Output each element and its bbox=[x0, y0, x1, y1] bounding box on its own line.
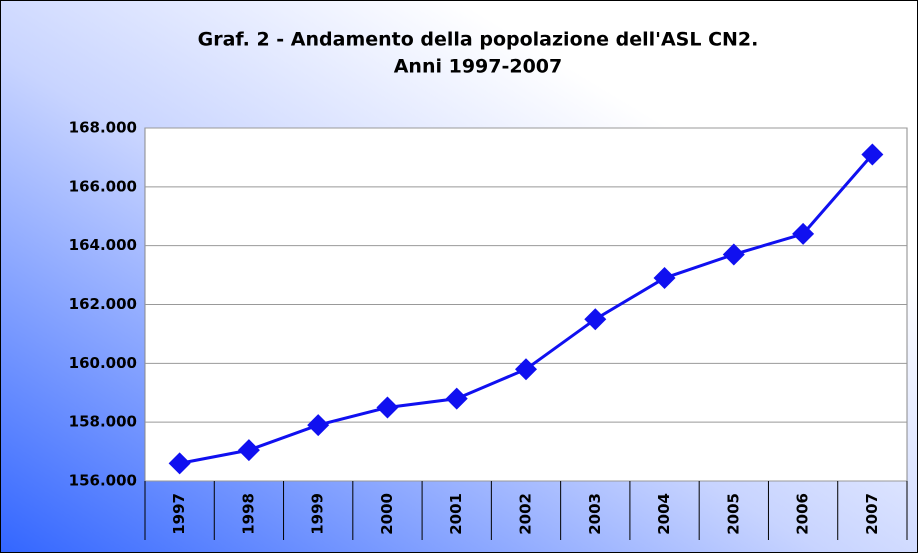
x-tick-label: 2006 bbox=[794, 493, 812, 535]
marker bbox=[653, 267, 676, 290]
x-tick-label: 1999 bbox=[309, 493, 327, 535]
x-tick-label: 1998 bbox=[239, 493, 257, 535]
marker bbox=[584, 308, 607, 331]
x-tick-label: 2001 bbox=[447, 493, 465, 535]
x-tick-label: 2002 bbox=[517, 493, 535, 535]
marker bbox=[445, 387, 468, 410]
y-tick-label: 156.000 bbox=[69, 472, 137, 490]
y-tick-label: 160.000 bbox=[69, 354, 137, 372]
marker bbox=[792, 222, 815, 245]
y-tick-label: 158.000 bbox=[69, 413, 137, 431]
x-tick-label: 1997 bbox=[170, 493, 188, 535]
marker bbox=[168, 452, 191, 475]
x-tick-label: 2000 bbox=[378, 493, 396, 535]
chart-title: Graf. 2 - Andamento della popolazione de… bbox=[198, 29, 759, 51]
y-tick-label: 168.000 bbox=[69, 119, 137, 137]
marker bbox=[515, 358, 537, 381]
marker bbox=[861, 143, 884, 166]
marker bbox=[722, 243, 745, 266]
x-tick-label: 2007 bbox=[863, 493, 881, 535]
y-tick-label: 164.000 bbox=[69, 236, 137, 254]
marker bbox=[376, 396, 399, 419]
y-tick-label: 166.000 bbox=[69, 177, 137, 195]
marker bbox=[307, 414, 330, 437]
x-tick-label: 2005 bbox=[724, 493, 742, 535]
x-tick-label: 2003 bbox=[586, 493, 604, 535]
x-tick-label: 2004 bbox=[655, 493, 673, 535]
marker bbox=[237, 439, 260, 462]
chart-title: Anni 1997-2007 bbox=[394, 56, 563, 78]
y-tick-label: 162.000 bbox=[69, 295, 137, 313]
